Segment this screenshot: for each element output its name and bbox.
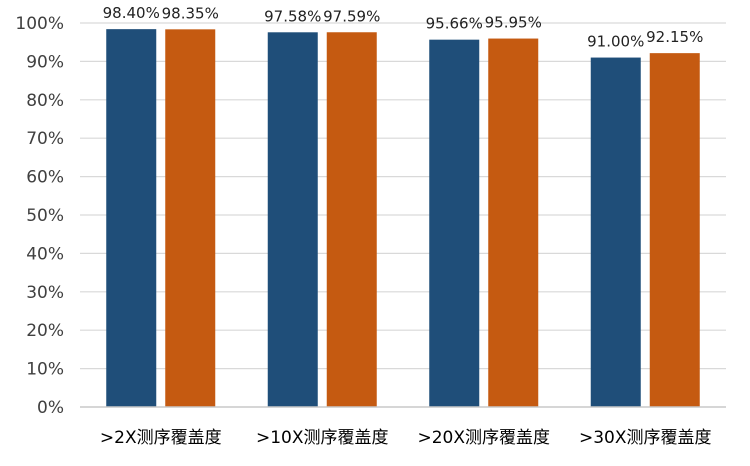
data-label: 97.58% [264, 7, 321, 25]
bar [267, 32, 318, 408]
y-tick-label: 60% [26, 168, 64, 188]
data-label: 97.59% [323, 7, 380, 25]
y-axis: 0% 10% 20% 30% 40% 50% 60% 70% 80% 90% 100% [15, 14, 64, 418]
y-tick-label: 80% [26, 91, 64, 111]
data-label: 98.40% [103, 4, 160, 22]
y-tick-label: 70% [26, 129, 64, 149]
y-tick-label: 20% [26, 321, 64, 341]
data-label: 92.15% [646, 28, 703, 46]
bars [106, 29, 700, 408]
data-label: 98.35% [162, 4, 219, 22]
x-axis: >2X测序覆盖度 >10X测序覆盖度 >20X测序覆盖度 >30X测序覆盖度 [80, 406, 726, 448]
y-tick-label: 10% [26, 360, 64, 380]
y-tick-label: 50% [26, 206, 64, 226]
y-tick-label: 40% [26, 244, 64, 264]
bar [326, 32, 377, 408]
data-label: 95.95% [485, 14, 542, 32]
x-tick-label: >2X测序覆盖度 [100, 428, 222, 448]
bar [429, 39, 480, 408]
data-label: 91.00% [587, 33, 644, 51]
y-tick-label: 0% [37, 398, 64, 418]
bar [106, 29, 157, 407]
x-tick-label: >30X测序覆盖度 [579, 428, 712, 448]
x-tick-label: >20X测序覆盖度 [417, 428, 550, 448]
bar [590, 57, 641, 408]
bar [165, 29, 216, 408]
data-labels: 98.40% 98.35% 97.58% 97.59% 95.66% 95.95% 91.0… [103, 4, 704, 50]
bar [488, 38, 539, 407]
y-tick-label: 90% [26, 52, 64, 72]
x-tick-label: >10X测序覆盖度 [256, 428, 389, 448]
y-tick-label: 30% [26, 283, 64, 303]
data-label: 95.66% [426, 15, 483, 33]
y-tick-label: 100% [15, 14, 64, 34]
bar [649, 53, 700, 407]
